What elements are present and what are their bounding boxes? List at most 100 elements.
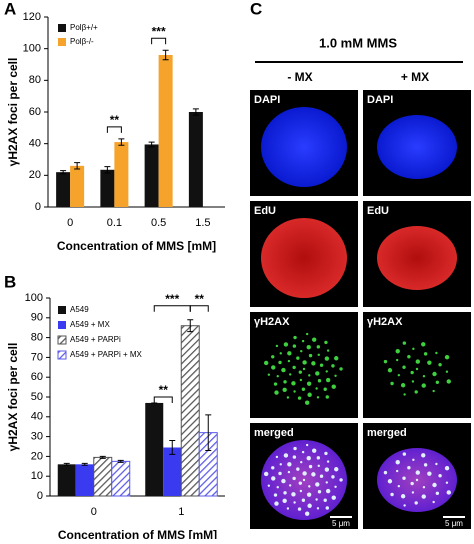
- focus: [411, 491, 415, 494]
- bar: [180, 325, 200, 497]
- focus: [299, 378, 303, 382]
- focus: [427, 360, 432, 365]
- cell-nucleus: [377, 115, 457, 179]
- focus: [334, 356, 339, 361]
- error-bar: [117, 459, 124, 463]
- focus: [311, 337, 317, 342]
- significance-bracket: [153, 396, 173, 403]
- significance-label: ***: [165, 292, 179, 306]
- focus: [325, 481, 328, 484]
- focus: [407, 354, 411, 359]
- y-tick-label: 20: [31, 450, 43, 462]
- error-bar: [205, 414, 212, 451]
- significance-label: ***: [152, 24, 166, 38]
- focus: [293, 501, 296, 504]
- focus: [300, 349, 303, 353]
- focus: [301, 498, 306, 502]
- significance-label: **: [159, 383, 169, 397]
- y-tick-label: 80: [29, 74, 41, 86]
- significance-bracket: [106, 126, 122, 133]
- y-tick-label: 0: [37, 490, 43, 502]
- y-tick-label: 20: [29, 169, 41, 181]
- focus: [421, 342, 426, 347]
- focus: [271, 365, 276, 370]
- focus: [307, 503, 312, 508]
- focus: [315, 482, 320, 487]
- focus: [304, 511, 310, 516]
- focus: [423, 463, 428, 467]
- focus: [415, 367, 419, 371]
- y-tick-label: 90: [31, 312, 43, 324]
- focus: [276, 374, 279, 378]
- focus: [291, 381, 296, 386]
- focus: [311, 448, 317, 453]
- focus: [445, 481, 449, 484]
- focus: [400, 383, 406, 388]
- focus: [435, 462, 438, 466]
- focus: [279, 352, 282, 355]
- focus: [331, 384, 336, 389]
- focus: [334, 485, 337, 488]
- focus: [446, 379, 451, 384]
- legend-swatch: [58, 24, 66, 32]
- significance-label: **: [195, 292, 205, 306]
- focus: [411, 380, 415, 383]
- focus: [306, 492, 312, 497]
- focus: [276, 485, 279, 489]
- y-tick-label: 0: [35, 201, 41, 213]
- focus: [387, 368, 393, 373]
- focus: [287, 470, 291, 474]
- focus: [287, 351, 292, 356]
- focus: [423, 352, 428, 356]
- focus: [301, 450, 305, 454]
- image-panel: [250, 312, 358, 418]
- focus: [422, 486, 426, 489]
- legend-swatch: [58, 38, 66, 46]
- error-bar: [169, 440, 176, 455]
- bar: [144, 144, 159, 207]
- focus: [271, 355, 275, 359]
- legend-label: A549 + PARPi + MX: [70, 350, 143, 359]
- channel-label: DAPI: [254, 94, 280, 106]
- focus: [334, 374, 337, 377]
- cell-nucleus: [377, 226, 457, 290]
- focus: [298, 370, 303, 374]
- focus: [301, 387, 306, 391]
- significance-bracket: [189, 305, 209, 312]
- focus: [400, 494, 406, 499]
- focus: [263, 360, 269, 366]
- focus: [421, 453, 426, 458]
- focus: [292, 365, 296, 370]
- significance-bracket: [151, 37, 167, 45]
- focus: [410, 370, 414, 375]
- focus: [331, 364, 335, 368]
- focus: [287, 359, 291, 363]
- channel-label: γH2AX: [367, 316, 403, 328]
- panel-label: A: [4, 0, 16, 18]
- focus: [288, 484, 292, 487]
- focus: [412, 347, 415, 351]
- focus: [308, 353, 313, 358]
- focus: [331, 495, 336, 500]
- focus: [395, 349, 400, 354]
- y-tick-label: 100: [23, 43, 41, 55]
- focus: [435, 491, 440, 496]
- focus: [334, 467, 339, 472]
- focus: [302, 478, 306, 482]
- focus: [292, 344, 297, 348]
- cell-nucleus: [261, 107, 347, 187]
- focus: [301, 339, 305, 343]
- focus: [282, 498, 287, 504]
- focus: [438, 473, 442, 478]
- bar: [111, 460, 131, 497]
- focus: [339, 478, 343, 482]
- y-tick-label: 10: [31, 470, 43, 482]
- focus: [302, 360, 307, 365]
- focus: [304, 400, 310, 405]
- error-bar: [192, 108, 199, 116]
- legend-swatch: [58, 306, 66, 314]
- bar: [93, 456, 113, 497]
- focus: [325, 506, 329, 510]
- focus: [306, 381, 312, 386]
- channel-label: EdU: [254, 205, 276, 217]
